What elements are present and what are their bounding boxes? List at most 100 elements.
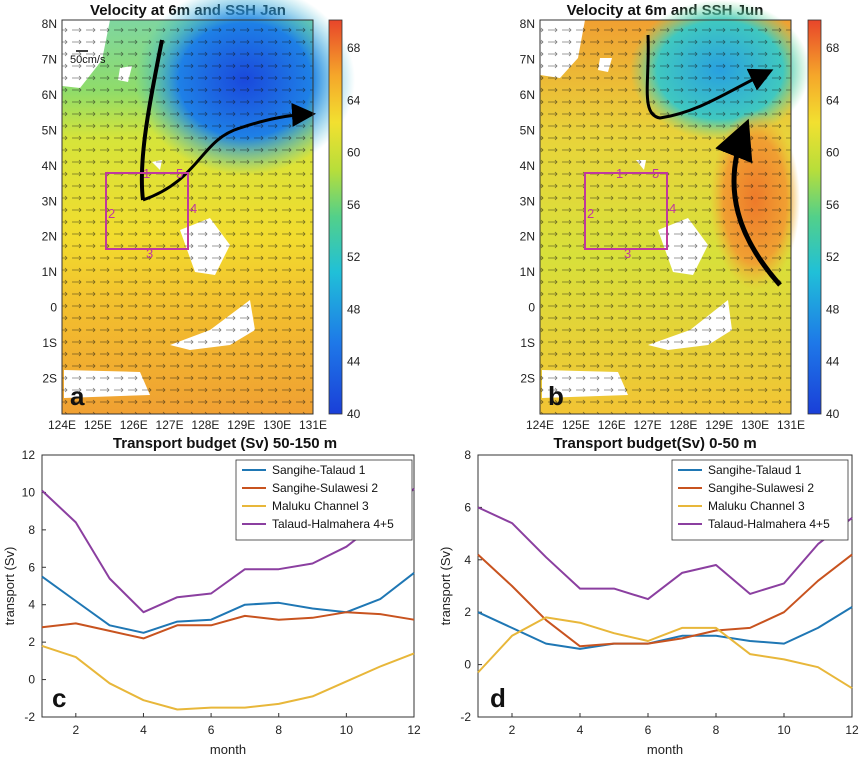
chart-d-y-tick-label: -2 xyxy=(460,710,471,724)
map-b-box-label-5: 5 xyxy=(652,166,659,181)
chart-c-y-tick-label: 10 xyxy=(22,485,36,499)
chart-d-y-tick-label: 2 xyxy=(464,605,471,619)
map-b-colorbar-ticks: 68 64 60 56 52 48 44 40 xyxy=(826,41,840,421)
chart-d-y-tick-label: 6 xyxy=(464,500,471,514)
map-b-lat-tick-label: 5N xyxy=(520,123,535,137)
map-b-lat-tick-label: 4N xyxy=(520,159,535,173)
map-b-budget-box xyxy=(584,172,668,250)
chart-d-series-line-1 xyxy=(477,606,853,650)
map-b-colorbar-tick-label: 44 xyxy=(826,355,840,369)
map-a-lat-tick-label: 2N xyxy=(42,230,57,244)
map-b-lat-tick-label: 2S xyxy=(520,372,535,386)
chart-d-series xyxy=(477,506,853,690)
map-a-lat-tick-label: 1S xyxy=(42,336,57,350)
map-b-lat-ticks: 8N 7N 6N 5N 4N 3N 2N 1N 0 1S 2S xyxy=(520,17,536,386)
chart-d-panel-letter: d xyxy=(490,683,506,713)
map-a-lon-tick-label: 124E xyxy=(48,418,76,432)
chart-d-ticks: 2 4 6 8 10 12 8 6 4 2 0 -2 xyxy=(460,448,859,737)
map-a-colorbar xyxy=(328,19,343,415)
map-a-lon-tick-label: 129E xyxy=(227,418,255,432)
chart-d-y-tick-label: 0 xyxy=(464,658,471,672)
chart-d-x-tick-label: 8 xyxy=(713,723,720,737)
map-a-lon-ticks: 124E 125E 126E 127E 128E 129E 130E 131E xyxy=(48,418,327,432)
chart-c-title: Transport budget (Sv) 50-150 m xyxy=(113,435,337,452)
chart-d-series-line-4 xyxy=(477,506,853,601)
map-a-lat-tick-label: 0 xyxy=(50,301,57,315)
chart-c-y-tick-label: -2 xyxy=(24,710,35,724)
chart-d-series-line-3 xyxy=(477,616,853,690)
chart-d-legend-label: Sangihe-Talaud 1 xyxy=(708,463,802,477)
chart-c-x-tick-label: 4 xyxy=(140,723,147,737)
map-a-panel-letter: a xyxy=(70,381,85,411)
map-a-lon-tick-label: 130E xyxy=(263,418,291,432)
map-a-colorbar-tick-label: 68 xyxy=(347,41,361,55)
map-b-lon-tick-label: 127E xyxy=(634,418,662,432)
map-panel-b: Velocity at 6m and SSH Jun 1 2 3 4 5 b 8… xyxy=(520,0,840,432)
map-b-lat-tick-label: 7N xyxy=(520,52,535,66)
map-b-colorbar xyxy=(807,19,822,415)
map-b-box-label-2: 2 xyxy=(587,206,594,221)
map-b-lon-tick-label: 129E xyxy=(705,418,733,432)
chart-c-x-tick-label: 2 xyxy=(72,723,79,737)
chart-c-legend: Sangihe-Talaud 1 Sangihe-Sulawesi 2 Maluku… xyxy=(235,459,413,541)
map-b-box-label-4: 4 xyxy=(669,201,676,216)
chart-c-y-tick-label: 2 xyxy=(28,635,35,649)
map-a-colorbar-tick-label: 60 xyxy=(347,146,361,160)
map-a-lat-tick-label: 2S xyxy=(42,372,57,386)
map-a-lon-tick-label: 128E xyxy=(191,418,219,432)
map-a-frame xyxy=(61,19,314,415)
chart-c-y-tick-label: 0 xyxy=(28,673,35,687)
map-b-lat-tick-label: 6N xyxy=(520,88,535,102)
map-b-lon-ticks: 124E 125E 126E 127E 128E 129E 130E 131E xyxy=(526,418,805,432)
chart-c-x-tick-label: 12 xyxy=(407,723,421,737)
map-a-box-label-2: 2 xyxy=(108,206,115,221)
map-b-colorbar-tick-label: 64 xyxy=(826,93,840,107)
chart-d-x-tick-label: 6 xyxy=(645,723,652,737)
chart-c-x-tick-label: 8 xyxy=(275,723,282,737)
map-a-lat-tick-label: 5N xyxy=(42,123,57,137)
map-b-lon-tick-label: 126E xyxy=(598,418,626,432)
map-a-colorbar-ticks: 68 64 60 56 52 48 44 40 xyxy=(347,41,361,421)
map-a-lat-ticks: 8N 7N 6N 5N 4N 3N 2N 1N 0 1S 2S xyxy=(42,17,58,386)
map-a-colorbar-tick-label: 64 xyxy=(347,93,361,107)
chart-d-series-line-2 xyxy=(477,553,853,648)
chart-panel-c: Transport budget (Sv) 50-150 m 2 4 6 8 10 12 1… xyxy=(2,435,421,757)
map-b-lat-tick-label: 0 xyxy=(528,301,535,315)
chart-c-legend-box xyxy=(235,459,413,541)
chart-d-legend-label: Talaud-Halmahera 4+5 xyxy=(708,517,830,531)
map-b-lat-tick-label: 8N xyxy=(520,17,535,31)
chart-c-legend-label: Sangihe-Sulawesi 2 xyxy=(272,481,378,495)
map-b-lon-tick-label: 124E xyxy=(526,418,554,432)
map-b-colorbar-tick-label: 68 xyxy=(826,41,840,55)
map-a-colorbar-tick-label: 56 xyxy=(347,198,361,212)
chart-c-xlabel: month xyxy=(210,742,246,757)
chart-c-series-line-4 xyxy=(41,487,415,614)
map-b-lon-tick-label: 128E xyxy=(669,418,697,432)
chart-c-panel-letter: c xyxy=(52,683,66,713)
map-a-lat-tick-label: 3N xyxy=(42,194,57,208)
chart-d-ylabel: transport (Sv) xyxy=(438,547,453,626)
chart-c-series-line-2 xyxy=(41,611,415,640)
chart-c-y-tick-label: 8 xyxy=(28,523,35,537)
chart-d-legend-box xyxy=(671,459,849,541)
map-b-colorbar-tick-label: 52 xyxy=(826,250,840,264)
map-a-colorbar-tick-label: 52 xyxy=(347,250,361,264)
map-b-colorbar-tick-label: 40 xyxy=(826,407,840,421)
map-a-box-label-4: 4 xyxy=(190,201,197,216)
chart-d-y-tick-label: 4 xyxy=(464,553,471,567)
chart-c-legend-label: Sangihe-Talaud 1 xyxy=(272,463,366,477)
chart-d-x-tick-label: 12 xyxy=(845,723,859,737)
map-b-flow-arrow-eddy xyxy=(715,118,782,287)
map-b-colorbar-tick-label: 56 xyxy=(826,198,840,212)
map-panel-a: Velocity at 6m and SSH Jan 1 2 3 4 5 50c… xyxy=(42,0,361,432)
chart-d-title: Transport budget(Sv) 0-50 m xyxy=(553,435,756,452)
map-b-lat-tick-label: 3N xyxy=(520,194,535,208)
map-a-box-label-5: 5 xyxy=(176,166,183,181)
map-a-lat-tick-label: 1N xyxy=(42,265,57,279)
map-a-flow-arrow-south xyxy=(139,39,164,201)
chart-c-y-tick-label: 12 xyxy=(22,448,36,462)
map-b-box-label-1: 1 xyxy=(616,166,623,181)
chart-d-legend-label: Maluku Channel 3 xyxy=(708,499,805,513)
map-a-box-label-3: 3 xyxy=(146,246,153,261)
